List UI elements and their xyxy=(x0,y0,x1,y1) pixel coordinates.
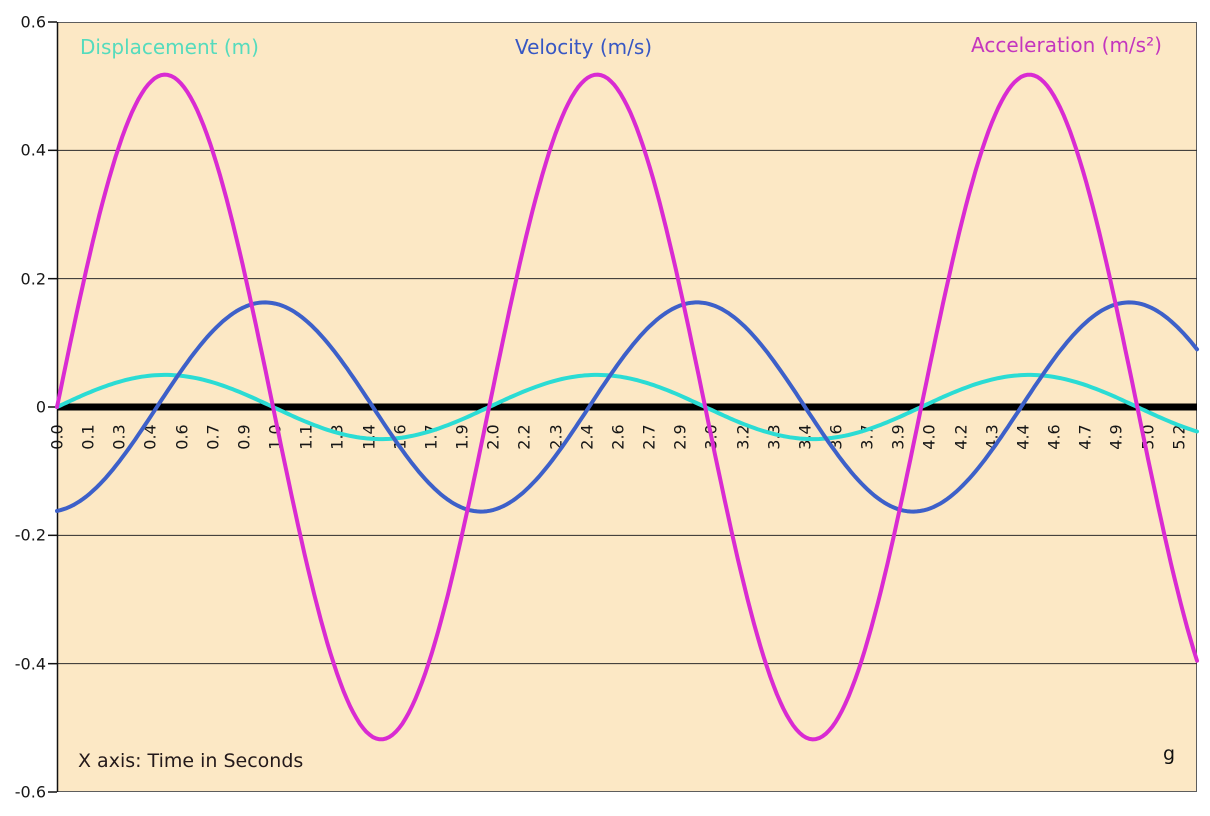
x-axis-tick-label: 4.0 xyxy=(919,424,939,450)
x-axis-tick-label: 2.9 xyxy=(670,424,690,450)
x-axis-tick-label: 3.3 xyxy=(764,424,784,450)
y-axis-tick-label: -0.2 xyxy=(14,525,46,545)
x-axis-tick-label: 1.0 xyxy=(265,424,285,450)
x-axis-tick-label: 2.4 xyxy=(577,424,597,450)
x-axis-tick-label: 4.4 xyxy=(1013,424,1033,450)
x-axis-tick-label: 0.6 xyxy=(172,424,192,450)
x-axis-tick-label: 4.9 xyxy=(1106,424,1126,450)
x-axis-tick-label: 0.1 xyxy=(78,424,98,450)
x-axis-tick-label: 4.7 xyxy=(1075,424,1095,450)
series-label-displacement: Displacement (m) xyxy=(80,35,259,59)
x-axis-tick-label: 5.0 xyxy=(1138,424,1158,450)
x-axis-tick-label: 4.3 xyxy=(982,424,1002,450)
x-axis-tick-label: 1.9 xyxy=(452,424,472,450)
x-axis-note: X axis: Time in Seconds xyxy=(78,750,304,772)
x-axis-tick-label: 3.2 xyxy=(733,424,753,450)
x-axis-tick-label: 0.9 xyxy=(234,424,254,450)
x-axis-tick-label: 1.1 xyxy=(296,424,316,450)
series-label-velocity: Velocity (m/s) xyxy=(515,35,653,59)
x-axis-tick-label: 0.0 xyxy=(47,424,67,450)
x-axis-tick-label: 3.0 xyxy=(701,424,721,450)
x-axis-tick-label: 2.0 xyxy=(483,424,503,450)
x-axis-tick-label: 1.6 xyxy=(390,424,410,450)
x-axis-tick-label: 2.2 xyxy=(514,424,534,450)
corner-annotation-g: g xyxy=(1163,743,1176,765)
x-axis-tick-label: 2.6 xyxy=(608,424,628,450)
x-axis-tick-label: 0.4 xyxy=(140,424,160,450)
x-axis-tick-label: 4.2 xyxy=(951,424,971,450)
y-axis-tick-label: -0.4 xyxy=(14,654,46,674)
y-axis-tick-label: 0.2 xyxy=(20,269,46,289)
x-axis-tick-label: 2.3 xyxy=(546,424,566,450)
x-axis-tick-label: 2.7 xyxy=(639,424,659,450)
x-axis-tick-label: 4.6 xyxy=(1044,424,1064,450)
series-label-acceleration: Acceleration (m/s²) xyxy=(971,33,1162,57)
x-axis-tick-label: 3.7 xyxy=(857,424,877,450)
x-axis-tick-label: 0.3 xyxy=(109,424,129,450)
y-axis-tick-label: 0.6 xyxy=(20,12,46,32)
x-axis-tick-label: 3.6 xyxy=(826,424,846,450)
x-axis-tick-label: 5.2 xyxy=(1169,424,1189,450)
x-axis-tick-label: 1.7 xyxy=(421,424,441,450)
y-axis-tick-label: 0.4 xyxy=(20,140,46,160)
x-axis-tick-label: 3.9 xyxy=(888,424,908,450)
y-axis-tick-label: 0 xyxy=(35,397,46,417)
x-axis-tick-label: 0.7 xyxy=(203,424,223,450)
x-axis-tick-label: 3.4 xyxy=(795,424,815,450)
x-axis-tick-label: 1.4 xyxy=(359,424,379,450)
y-axis-tick-label: -0.6 xyxy=(14,782,46,802)
x-axis-tick-label: 1.3 xyxy=(327,424,347,450)
